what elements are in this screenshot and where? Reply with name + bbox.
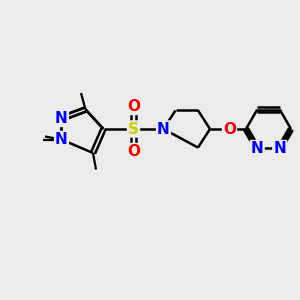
Text: S: S [128,122,139,136]
Text: O: O [127,99,140,114]
Text: N: N [251,141,264,156]
Text: N: N [55,132,68,147]
Text: N: N [157,122,170,136]
Text: N: N [273,141,286,156]
Text: O: O [223,122,236,136]
Text: O: O [127,144,140,159]
Text: N: N [55,111,68,126]
